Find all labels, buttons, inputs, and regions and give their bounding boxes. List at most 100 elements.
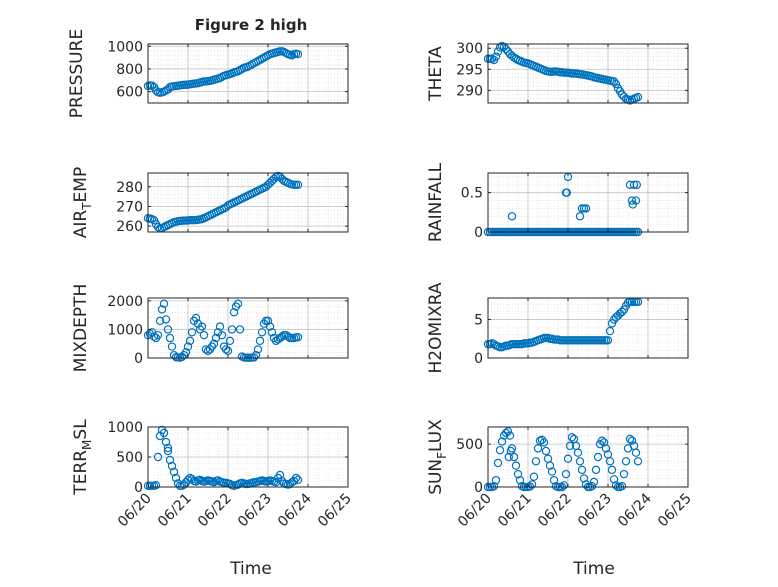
data-point xyxy=(209,339,219,348)
y-axis-label: AIRTEMP xyxy=(71,167,94,238)
y-tick-label: 500 xyxy=(116,450,143,466)
panel-mixdepth: 0 1000 2000 MIXDEPTH xyxy=(71,284,349,372)
panel-h2omixra: 0 5 H2OMIXRA xyxy=(426,282,689,374)
data-point xyxy=(229,308,239,317)
data-point xyxy=(185,336,195,346)
axes-box xyxy=(147,43,349,104)
data-point xyxy=(577,465,587,475)
data-point xyxy=(633,457,643,466)
data-point xyxy=(533,444,543,453)
y-tick-label: 2000 xyxy=(107,294,143,310)
data-point xyxy=(293,50,303,59)
data-point xyxy=(539,438,549,447)
data-point xyxy=(581,204,591,213)
data-point xyxy=(235,325,245,334)
data-point xyxy=(275,470,285,480)
data-point xyxy=(183,342,193,351)
x-tick-label: 06/21 xyxy=(155,491,195,531)
data-point xyxy=(541,446,551,456)
data-point xyxy=(603,336,613,345)
y-tick-label: 1000 xyxy=(107,39,143,55)
data-point xyxy=(591,465,601,475)
data-point xyxy=(223,346,233,356)
panel-rainfall: 0 0.5 RAINFALL xyxy=(426,162,689,242)
panel-pressure: 600 800 1000 PRESSURE xyxy=(67,29,349,118)
y-tick-label: 0 xyxy=(134,480,143,496)
data-point xyxy=(169,467,179,477)
data-point xyxy=(265,322,275,331)
data-point xyxy=(503,427,513,436)
data-point xyxy=(181,348,191,357)
y-tick-label: 295 xyxy=(456,62,483,78)
y-tick-label: 600 xyxy=(116,85,143,101)
data-point xyxy=(504,452,513,462)
data-point xyxy=(507,212,517,221)
data-point xyxy=(267,328,277,337)
data-point xyxy=(575,457,585,466)
y-axis-label: RAINFALL xyxy=(426,162,446,242)
panel-air-temp: 260 270 280 AIRTEMP xyxy=(71,167,349,238)
y-axis-label: TERRMSL xyxy=(71,419,94,496)
data-point xyxy=(277,332,287,341)
data-point xyxy=(255,336,265,346)
data-point xyxy=(619,469,629,479)
data-point xyxy=(505,431,515,440)
y-tick-label: 0 xyxy=(474,225,483,241)
data-point xyxy=(183,475,193,484)
y-tick-label: 0 xyxy=(474,351,483,367)
data-point xyxy=(561,469,571,479)
data-point xyxy=(253,345,263,354)
data-point xyxy=(153,330,163,340)
data-point xyxy=(567,433,577,442)
data-point xyxy=(221,345,231,354)
data-point xyxy=(575,212,585,221)
x-tick-label: 06/23 xyxy=(575,491,615,531)
x-tick-label: 06/21 xyxy=(495,491,535,531)
data-point xyxy=(632,180,642,189)
data-point xyxy=(545,461,555,470)
data-point xyxy=(249,353,259,362)
axes-box xyxy=(147,172,349,233)
data-point xyxy=(506,446,515,456)
data-point xyxy=(163,325,173,334)
data-point xyxy=(627,436,637,445)
data-point xyxy=(501,44,511,54)
data-point xyxy=(167,461,177,471)
y-axis-label: THETA xyxy=(426,46,446,102)
data-point xyxy=(611,481,621,490)
data-point xyxy=(257,328,267,337)
data-point xyxy=(537,435,547,445)
y-axis-label: SUNFLUX xyxy=(426,419,449,495)
data-point xyxy=(159,428,169,438)
y-tick-label: 270 xyxy=(116,199,143,215)
data-point xyxy=(191,477,201,486)
data-point xyxy=(209,478,219,487)
data-point xyxy=(283,332,293,341)
data-point xyxy=(573,448,583,457)
data-point xyxy=(233,299,243,308)
y-tick-label: 5 xyxy=(474,313,483,329)
data-point xyxy=(489,481,499,491)
axes-box xyxy=(147,297,349,359)
data-point xyxy=(263,316,273,326)
data-point xyxy=(161,315,171,324)
panel-sun-flux: 0 500 06/20 06/21 06/22 06/23 06/24 06/25 SUNFLU… xyxy=(426,419,695,531)
x-tick-label: 06/22 xyxy=(195,491,235,531)
data-point xyxy=(233,480,243,489)
data-point xyxy=(151,86,161,95)
data-point xyxy=(629,180,639,189)
axes-box xyxy=(487,43,689,104)
x-tick-label: 06/20 xyxy=(455,491,495,531)
data-point xyxy=(293,475,303,484)
data-point xyxy=(599,438,609,447)
data-point xyxy=(495,445,505,455)
data-point xyxy=(549,475,559,485)
data-point xyxy=(293,180,303,189)
x-tick-label: 06/25 xyxy=(315,491,355,531)
data-point xyxy=(165,455,175,465)
y-tick-label: 800 xyxy=(116,62,143,78)
y-tick-label: 1000 xyxy=(107,322,143,338)
data-point xyxy=(617,481,627,491)
data-point xyxy=(511,461,521,470)
data-point xyxy=(161,437,171,447)
